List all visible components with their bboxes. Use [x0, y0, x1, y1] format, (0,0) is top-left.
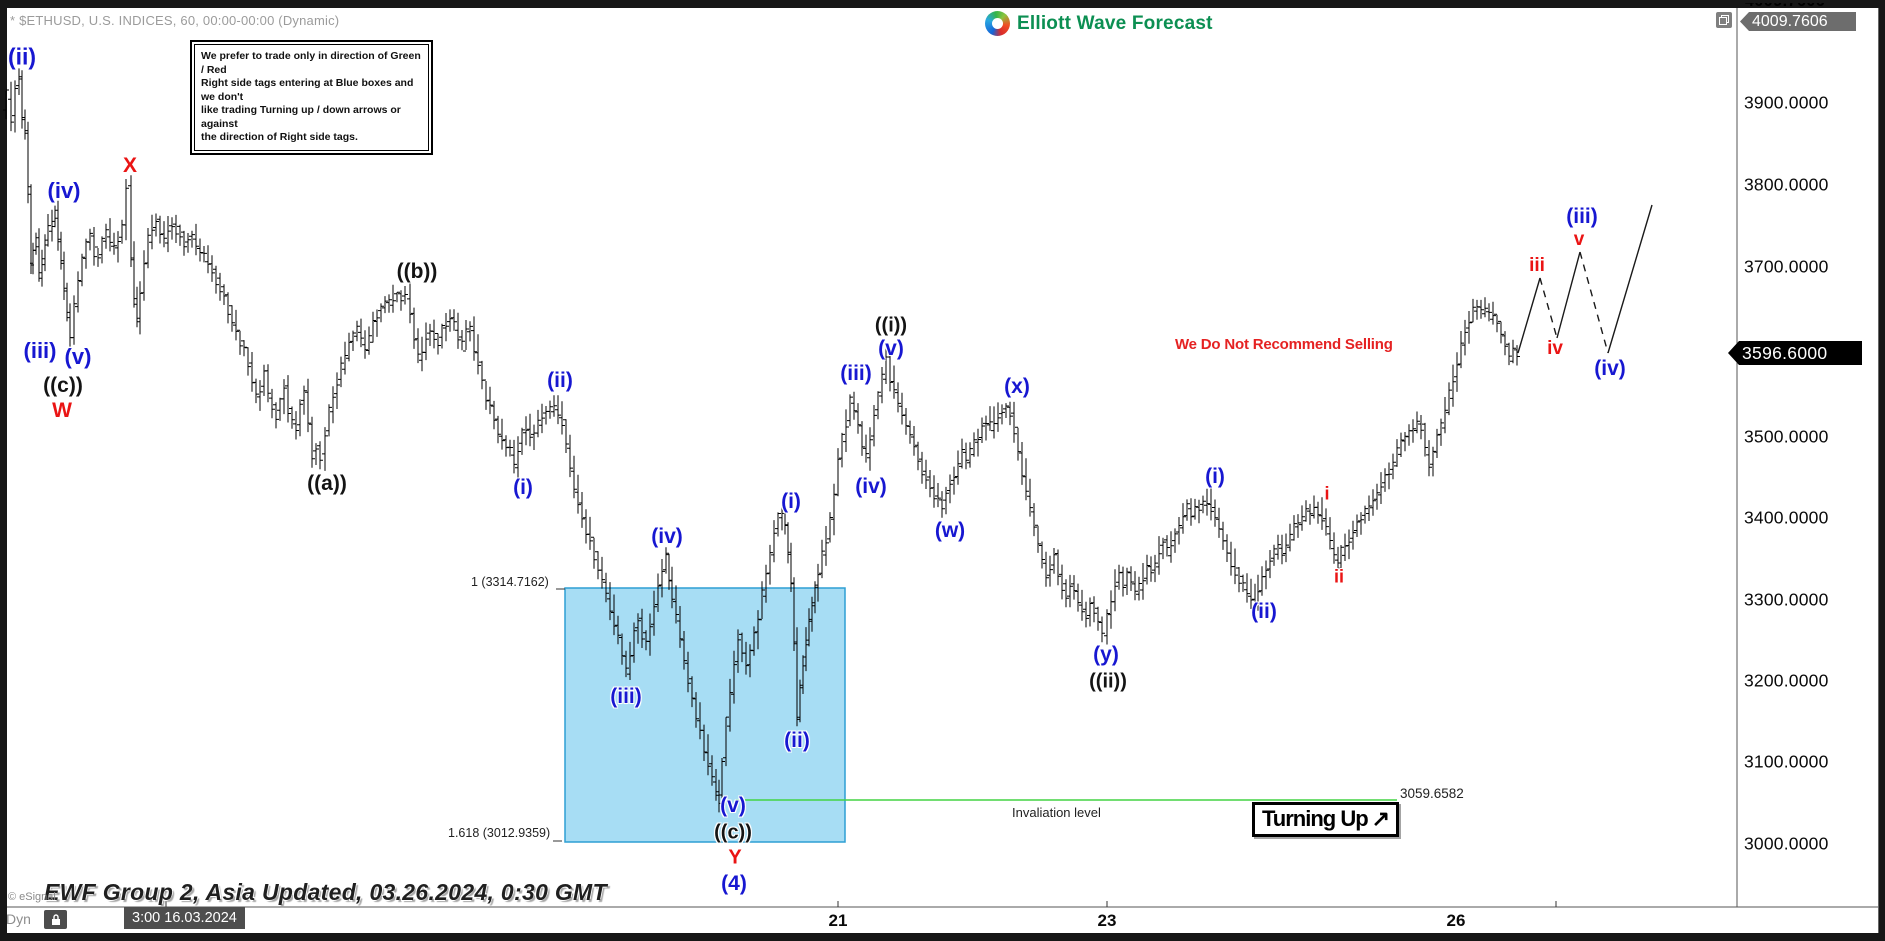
price-tick-label: 3200.0000	[1744, 670, 1829, 691]
projection-line-solid	[1517, 277, 1541, 354]
recommendation-text: We Do Not Recommend Selling	[1175, 336, 1393, 353]
turning-up-label: Turning Up	[1262, 806, 1369, 831]
projection-line-solid	[1607, 204, 1653, 354]
invalidation-level-label: Invaliation level	[1012, 805, 1101, 820]
price-tick-label: 3000.0000	[1744, 833, 1829, 854]
time-tick-label: 21	[828, 911, 848, 930]
turning-up-tag: Turning Up ↗	[1252, 802, 1400, 837]
fib-extension-1-label: 1 (3314.7162)	[471, 575, 549, 589]
note-line: We prefer to trade only in direction of …	[201, 50, 421, 76]
brand-title: Elliott Wave Forecast	[1017, 12, 1213, 34]
up-right-arrow-icon: ↗	[1371, 806, 1391, 831]
trading-note-box: We prefer to trade only in direction of …	[190, 40, 433, 155]
price-tick-label: 3100.0000	[1744, 751, 1829, 772]
cursor-time-badge: 3:00 16.03.2024	[124, 907, 245, 929]
chart-panel	[7, 8, 1879, 933]
elliott-wave-forecast-logo-icon	[985, 11, 1010, 36]
last-price-badge: 3596.6000	[1728, 341, 1862, 365]
price-tick-label: 3500.0000	[1744, 426, 1829, 447]
fib-extension-1618-label: 1.618 (3012.9359)	[448, 826, 551, 840]
price-tick-label: 3800.0000	[1744, 174, 1829, 195]
restore-window-icon	[1719, 15, 1729, 25]
analyst-footer-note: EWF Group 2, Asia Updated, 03.26.2024, 0…	[44, 879, 607, 905]
lock-button[interactable]	[44, 910, 67, 929]
restore-window-button[interactable]	[1716, 12, 1732, 28]
projection-line-solid	[1556, 251, 1581, 339]
projection-line-dashed	[1579, 251, 1609, 354]
price-bars	[5, 68, 1518, 813]
lock-icon	[51, 914, 60, 925]
time-tick-label: 23	[1097, 911, 1117, 930]
time-tick-label: 26	[1446, 911, 1466, 930]
blue-box-zone	[564, 587, 846, 843]
window-title: * $ETHUSD, U.S. INDICES, 60, 00:00-00:00…	[10, 13, 340, 28]
note-line: the direction of Right side tags.	[201, 131, 358, 143]
status-mode-label: Dyn	[6, 911, 31, 927]
esignal-copyright: © eSignal,	[8, 891, 59, 903]
price-bar-close-ticks	[6, 78, 1520, 804]
projection-line-dashed	[1539, 277, 1558, 339]
price-tick-label: 3900.0000	[1744, 92, 1829, 113]
session-price-badge: 4009.7606	[1740, 12, 1856, 31]
invalidation-price: 3059.6582	[1400, 786, 1464, 801]
price-tick-label: 3400.0000	[1744, 507, 1829, 528]
cropped-price-label: 4009.7606	[1743, 3, 1855, 12]
note-line: Right side tags entering at Blue boxes a…	[201, 77, 414, 103]
note-line: like trading Turning up / down arrows or…	[201, 104, 401, 130]
price-tick-label: 3300.0000	[1744, 589, 1829, 610]
price-tick-label: 3700.0000	[1744, 256, 1829, 277]
brand-header: Elliott Wave Forecast	[985, 11, 1213, 36]
